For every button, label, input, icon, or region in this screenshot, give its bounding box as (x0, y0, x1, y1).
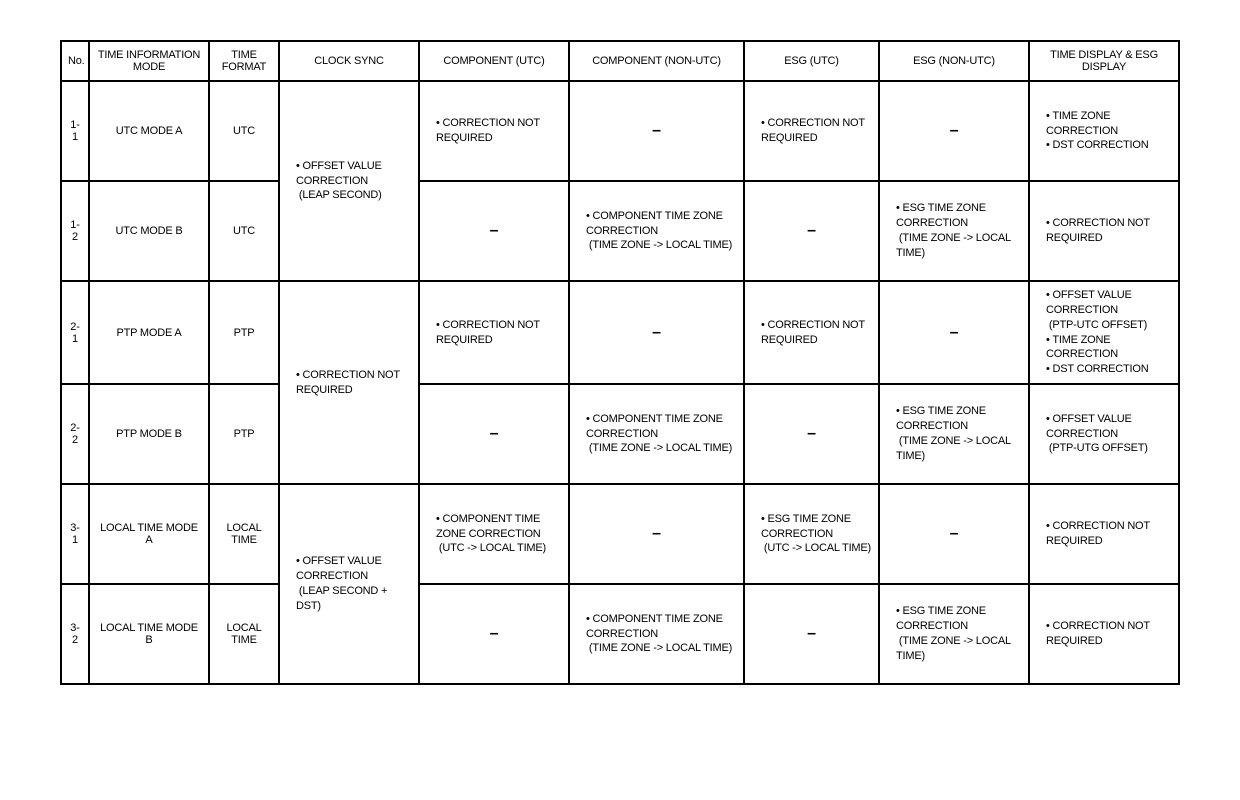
table-row: 1-1UTC MODE AUTCOFFSET VALUE CORRECTION … (61, 81, 1179, 181)
cell-format: LOCAL TIME (209, 484, 279, 584)
col-sync: CLOCK SYNC (279, 41, 419, 81)
table-cell: COMPONENT TIME ZONE CORRECTION (UTC -> L… (419, 484, 569, 584)
table-cell-empty: – (419, 384, 569, 484)
cell-no: 2-2 (61, 384, 89, 484)
table-cell: ESG TIME ZONE CORRECTION (UTC -> LOCAL T… (744, 484, 879, 584)
table-cell: ESG TIME ZONE CORRECTION (TIME ZONE -> L… (879, 384, 1029, 484)
col-esg-utc: ESG (UTC) (744, 41, 879, 81)
cell-mode: PTP MODE A (89, 281, 209, 384)
col-mode: TIME INFORMATION MODE (89, 41, 209, 81)
col-no: No. (61, 41, 89, 81)
table-cell: CORRECTION NOT REQUIRED (419, 281, 569, 384)
table-cell-empty: – (744, 584, 879, 684)
table-cell-empty: – (879, 484, 1029, 584)
table-cell-empty: – (419, 584, 569, 684)
cell-no: 1-2 (61, 181, 89, 281)
table-cell: COMPONENT TIME ZONE CORRECTION (TIME ZON… (569, 384, 744, 484)
table-row: 2-2PTP MODE BPTP –COMPONENT TIME ZONE COR… (61, 384, 1179, 484)
col-format: TIME FORMAT (209, 41, 279, 81)
table-cell-empty: – (744, 384, 879, 484)
table-cell-empty: – (744, 181, 879, 281)
col-comp-utc: COMPONENT (UTC) (419, 41, 569, 81)
time-mode-table: No. TIME INFORMATION MODE TIME FORMAT CL… (60, 40, 1180, 685)
cell-format: UTC (209, 181, 279, 281)
table-cell-empty: – (569, 281, 744, 384)
col-comp-non: COMPONENT (NON-UTC) (569, 41, 744, 81)
table-head: No. TIME INFORMATION MODE TIME FORMAT CL… (61, 41, 1179, 81)
table-row: 3-1LOCAL TIME MODE ALOCAL TIMEOFFSET VAL… (61, 484, 1179, 584)
cell-no: 3-2 (61, 584, 89, 684)
table-cell-empty: – (569, 484, 744, 584)
table-row: 2-1PTP MODE APTP CORRECTION NOT REQUIRED C… (61, 281, 1179, 384)
table-cell: CORRECTION NOT REQUIRED (419, 81, 569, 181)
cell-no: 2-1 (61, 281, 89, 384)
table-cell: OFFSET VALUE CORRECTION (PTP-UTG OFFSET) (1029, 384, 1179, 484)
table-cell-empty: – (419, 181, 569, 281)
cell-format: LOCAL TIME (209, 584, 279, 684)
cell-clock-sync: CORRECTION NOT REQUIRED (279, 281, 419, 484)
table-row: 3-2LOCAL TIME MODE BLOCAL TIME –COMPONENT… (61, 584, 1179, 684)
table-cell: COMPONENT TIME ZONE CORRECTION (TIME ZON… (569, 181, 744, 281)
cell-format: PTP (209, 384, 279, 484)
table-cell: COMPONENT TIME ZONE CORRECTION (TIME ZON… (569, 584, 744, 684)
cell-no: 1-1 (61, 81, 89, 181)
page: No. TIME INFORMATION MODE TIME FORMAT CL… (0, 0, 1240, 725)
table-cell: TIME ZONE CORRECTIONDST CORRECTION (1029, 81, 1179, 181)
cell-format: PTP (209, 281, 279, 384)
table-row: 1-2UTC MODE BUTC –COMPONENT TIME ZONE COR… (61, 181, 1179, 281)
col-display: TIME DISPLAY & ESG DISPLAY (1029, 41, 1179, 81)
table-cell: CORRECTION NOT REQUIRED (1029, 484, 1179, 584)
cell-mode: UTC MODE B (89, 181, 209, 281)
cell-mode: LOCAL TIME MODE B (89, 584, 209, 684)
table-cell: CORRECTION NOT REQUIRED (744, 81, 879, 181)
table-cell: ESG TIME ZONE CORRECTION (TIME ZONE -> L… (879, 584, 1029, 684)
cell-mode: UTC MODE A (89, 81, 209, 181)
table-cell: OFFSET VALUE CORRECTION (PTP-UTC OFFSET)… (1029, 281, 1179, 384)
table-cell: CORRECTION NOT REQUIRED (1029, 181, 1179, 281)
cell-clock-sync: OFFSET VALUE CORRECTION (LEAP SECOND + D… (279, 484, 419, 684)
table-cell-empty: – (569, 81, 744, 181)
table-cell-empty: – (879, 81, 1029, 181)
table-body: 1-1UTC MODE AUTCOFFSET VALUE CORRECTION … (61, 81, 1179, 684)
table-cell: ESG TIME ZONE CORRECTION (TIME ZONE -> L… (879, 181, 1029, 281)
cell-clock-sync: OFFSET VALUE CORRECTION (LEAP SECOND) (279, 81, 419, 281)
cell-format: UTC (209, 81, 279, 181)
cell-mode: LOCAL TIME MODE A (89, 484, 209, 584)
table-cell-empty: – (879, 281, 1029, 384)
cell-mode: PTP MODE B (89, 384, 209, 484)
cell-no: 3-1 (61, 484, 89, 584)
table-cell: CORRECTION NOT REQUIRED (744, 281, 879, 384)
col-esg-non: ESG (NON-UTC) (879, 41, 1029, 81)
table-cell: CORRECTION NOT REQUIRED (1029, 584, 1179, 684)
